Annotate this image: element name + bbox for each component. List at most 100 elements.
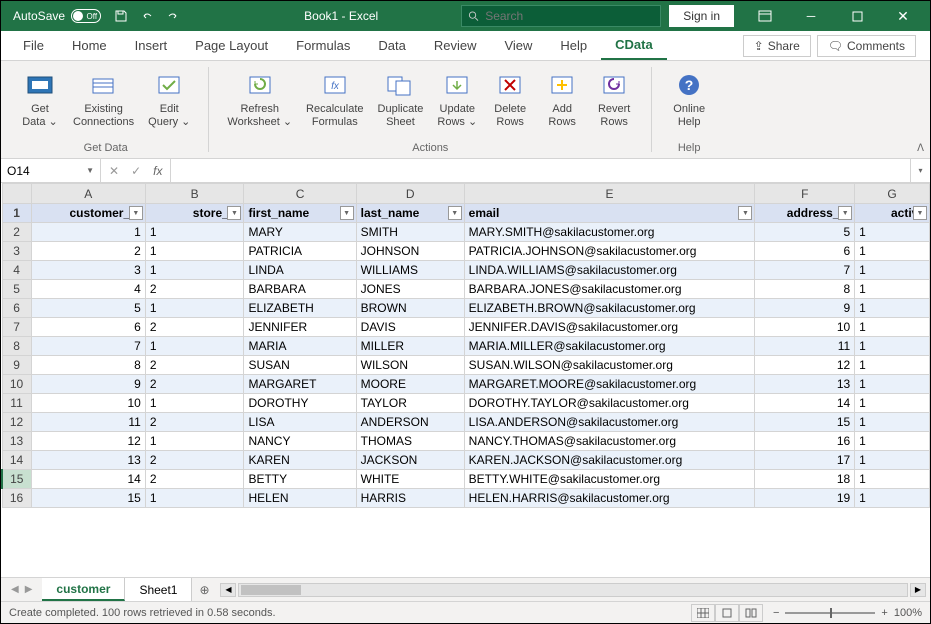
cancel-icon[interactable]: ✕ bbox=[109, 164, 119, 178]
row-header[interactable]: 11 bbox=[2, 394, 31, 413]
col-header-A[interactable]: A bbox=[31, 184, 145, 204]
row-header[interactable]: 1 bbox=[2, 204, 31, 223]
cell[interactable]: 1 bbox=[855, 280, 930, 299]
cell[interactable]: 1 bbox=[855, 394, 930, 413]
cell[interactable]: BARBARA bbox=[244, 280, 356, 299]
header-cell-store_id[interactable]: store_id▼ bbox=[145, 204, 244, 223]
cell[interactable]: KAREN.JACKSON@sakilacustomer.org bbox=[464, 451, 755, 470]
ribbon-display-icon[interactable] bbox=[742, 1, 788, 31]
cell[interactable]: SUSAN bbox=[244, 356, 356, 375]
cell[interactable]: NANCY.THOMAS@sakilacustomer.org bbox=[464, 432, 755, 451]
cell[interactable]: 11 bbox=[31, 413, 145, 432]
col-header-F[interactable]: F bbox=[755, 184, 855, 204]
cell[interactable]: 1 bbox=[145, 489, 244, 508]
row-header[interactable]: 3 bbox=[2, 242, 31, 261]
ribbon-recalculate-formulas[interactable]: fxRecalculateFormulas bbox=[300, 65, 369, 140]
tab-insert[interactable]: Insert bbox=[121, 31, 182, 60]
row-header[interactable]: 5 bbox=[2, 280, 31, 299]
sheet-nav[interactable]: ◀▶ bbox=[1, 584, 42, 595]
cell[interactable]: 5 bbox=[31, 299, 145, 318]
cell[interactable]: MARGARET bbox=[244, 375, 356, 394]
cell[interactable]: NANCY bbox=[244, 432, 356, 451]
cell[interactable]: 2 bbox=[145, 413, 244, 432]
row-header[interactable]: 14 bbox=[2, 451, 31, 470]
name-box[interactable]: O14 ▼ bbox=[1, 159, 101, 182]
save-icon[interactable] bbox=[113, 8, 129, 24]
cell[interactable]: MILLER bbox=[356, 337, 464, 356]
row-header[interactable]: 16 bbox=[2, 489, 31, 508]
cell[interactable]: 1 bbox=[855, 261, 930, 280]
horizontal-scrollbar[interactable]: ◀ ▶ bbox=[216, 583, 930, 597]
cell[interactable]: 17 bbox=[755, 451, 855, 470]
close-button[interactable]: ✕ bbox=[880, 1, 926, 31]
cell[interactable]: LINDA.WILLIAMS@sakilacustomer.org bbox=[464, 261, 755, 280]
cell[interactable]: 12 bbox=[31, 432, 145, 451]
cell[interactable]: 5 bbox=[755, 223, 855, 242]
ribbon-refresh-worksheet[interactable]: RefreshWorksheet ⌄ bbox=[221, 65, 298, 140]
cell[interactable]: 13 bbox=[755, 375, 855, 394]
cell[interactable]: MARGARET.MOORE@sakilacustomer.org bbox=[464, 375, 755, 394]
col-header-B[interactable]: B bbox=[145, 184, 244, 204]
share-button[interactable]: ⇪ Share bbox=[743, 35, 811, 57]
cell[interactable]: SMITH bbox=[356, 223, 464, 242]
search-box[interactable] bbox=[461, 5, 661, 27]
filter-icon[interactable]: ▼ bbox=[129, 206, 143, 220]
cell[interactable]: 3 bbox=[31, 261, 145, 280]
header-cell-customer_id[interactable]: customer_id▼ bbox=[31, 204, 145, 223]
zoom-in-icon[interactable]: + bbox=[881, 607, 887, 619]
filter-icon[interactable]: ▼ bbox=[340, 206, 354, 220]
row-header[interactable]: 4 bbox=[2, 261, 31, 280]
cell[interactable]: ELIZABETH.BROWN@sakilacustomer.org bbox=[464, 299, 755, 318]
normal-view-icon[interactable] bbox=[691, 604, 715, 622]
cell[interactable]: DOROTHY.TAYLOR@sakilacustomer.org bbox=[464, 394, 755, 413]
zoom-slider[interactable] bbox=[785, 612, 875, 614]
cell[interactable]: 18 bbox=[755, 470, 855, 489]
next-sheet-icon[interactable]: ▶ bbox=[25, 584, 33, 595]
scroll-right-icon[interactable]: ▶ bbox=[910, 583, 926, 597]
tab-home[interactable]: Home bbox=[58, 31, 121, 60]
ribbon-get-data[interactable]: GetData ⌄ bbox=[15, 65, 65, 140]
cell[interactable]: 1 bbox=[145, 394, 244, 413]
cell[interactable]: MARIA bbox=[244, 337, 356, 356]
expand-formula-icon[interactable]: ▾ bbox=[910, 159, 930, 182]
ribbon-revert-rows[interactable]: RevertRows bbox=[589, 65, 639, 140]
filter-icon[interactable]: ▼ bbox=[227, 206, 241, 220]
cell[interactable]: HARRIS bbox=[356, 489, 464, 508]
cell[interactable]: SUSAN.WILSON@sakilacustomer.org bbox=[464, 356, 755, 375]
filter-icon[interactable]: ▼ bbox=[838, 206, 852, 220]
cell[interactable]: 1 bbox=[145, 432, 244, 451]
zoom-out-icon[interactable]: − bbox=[773, 607, 779, 619]
collapse-ribbon-icon[interactable]: ᐱ bbox=[917, 143, 924, 154]
cell[interactable]: BETTY bbox=[244, 470, 356, 489]
comments-button[interactable]: 🗨 Comments bbox=[817, 35, 916, 57]
cell[interactable]: 1 bbox=[855, 318, 930, 337]
minimize-button[interactable]: ─ bbox=[788, 1, 834, 31]
cell[interactable]: ELIZABETH bbox=[244, 299, 356, 318]
cell[interactable]: TAYLOR bbox=[356, 394, 464, 413]
cell[interactable]: 1 bbox=[145, 261, 244, 280]
sheet-tab-customer[interactable]: customer bbox=[42, 578, 125, 601]
select-all-corner[interactable] bbox=[2, 184, 31, 204]
cell[interactable]: LINDA bbox=[244, 261, 356, 280]
cell[interactable]: WHITE bbox=[356, 470, 464, 489]
cell[interactable]: 15 bbox=[755, 413, 855, 432]
cell[interactable]: WILSON bbox=[356, 356, 464, 375]
cell[interactable]: 1 bbox=[855, 432, 930, 451]
cell[interactable]: 1 bbox=[145, 337, 244, 356]
row-header[interactable]: 7 bbox=[2, 318, 31, 337]
cell[interactable]: BARBARA.JONES@sakilacustomer.org bbox=[464, 280, 755, 299]
ribbon-edit-query[interactable]: EditQuery ⌄ bbox=[142, 65, 196, 140]
chevron-down-icon[interactable]: ▼ bbox=[86, 166, 94, 175]
prev-sheet-icon[interactable]: ◀ bbox=[11, 584, 19, 595]
cell[interactable]: HELEN bbox=[244, 489, 356, 508]
scroll-track[interactable] bbox=[238, 583, 908, 597]
cell[interactable]: JACKSON bbox=[356, 451, 464, 470]
cell[interactable]: 7 bbox=[31, 337, 145, 356]
sheet-tab-sheet1[interactable]: Sheet1 bbox=[125, 578, 192, 601]
header-cell-email[interactable]: email▼ bbox=[464, 204, 755, 223]
tab-help[interactable]: Help bbox=[546, 31, 601, 60]
cell[interactable]: 8 bbox=[31, 356, 145, 375]
cell[interactable]: JONES bbox=[356, 280, 464, 299]
row-header[interactable]: 8 bbox=[2, 337, 31, 356]
filter-icon[interactable]: ▼ bbox=[448, 206, 462, 220]
